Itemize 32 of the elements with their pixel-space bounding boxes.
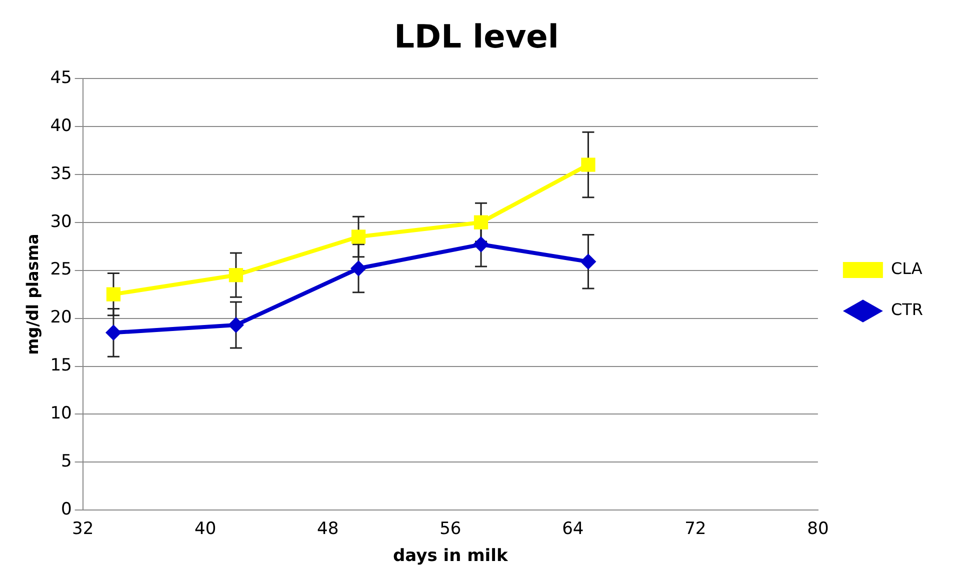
x-tick-label: 32: [72, 518, 94, 539]
point: [351, 230, 366, 244]
x-tick-label: 56: [440, 518, 462, 539]
x-tick-label: 40: [194, 518, 216, 539]
point: [106, 287, 121, 302]
x-tick-label: 80: [807, 518, 829, 539]
y-tick-label: 30: [50, 212, 72, 232]
point: [474, 215, 488, 230]
chart-title: LDL level: [394, 18, 559, 56]
y-tick-label: 40: [50, 116, 72, 136]
y-tick-label: 15: [50, 356, 72, 376]
y-axis-title: mg/dl plasma: [22, 234, 42, 355]
x-tick-label: 64: [562, 518, 584, 539]
legend-label: CTR: [890, 300, 923, 320]
y-tick-label: 45: [50, 68, 72, 88]
y-tick-label: 25: [50, 260, 72, 280]
legend-label: CLA: [890, 259, 922, 278]
point: [581, 158, 596, 172]
point: [473, 236, 490, 252]
x-axis-title: days in milk: [393, 546, 508, 566]
y-tick-label: 35: [50, 164, 72, 184]
y-tick-label: 10: [50, 404, 72, 424]
y-tick-label: 0: [61, 500, 72, 520]
point: [580, 254, 596, 270]
y-tick-label: 20: [50, 308, 72, 328]
x-tick-label: 72: [684, 518, 706, 539]
y-tick-label: 5: [61, 452, 72, 472]
point: [105, 324, 122, 341]
point: [228, 317, 244, 334]
x-tick-label: 48: [317, 518, 339, 539]
point: [350, 260, 366, 276]
point: [228, 268, 244, 282]
